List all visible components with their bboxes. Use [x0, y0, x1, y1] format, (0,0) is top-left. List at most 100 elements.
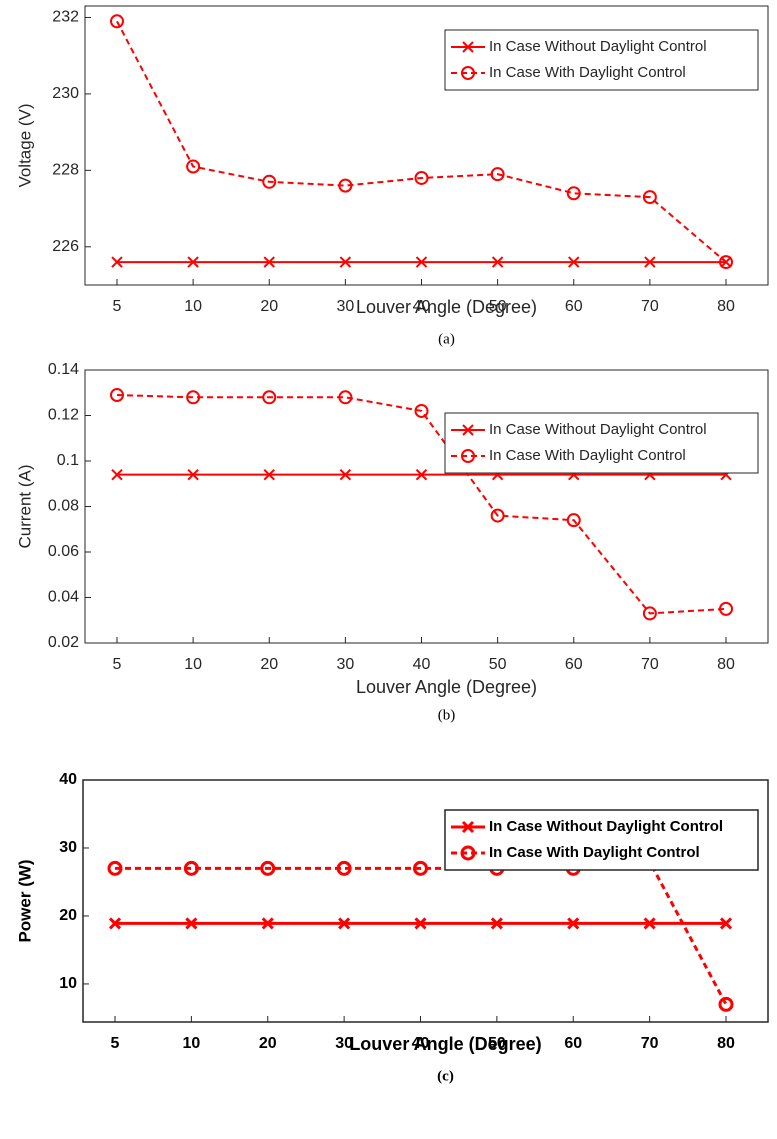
- plot-area: [84, 5, 769, 286]
- x-tick-label: 5: [113, 298, 122, 315]
- y-axis-label: Voltage (V): [15, 103, 34, 187]
- x-tick-label: 5: [113, 656, 122, 673]
- marker: [490, 917, 503, 930]
- legend-marker: [462, 424, 474, 436]
- y-tick-label: 10: [59, 975, 77, 992]
- x-axis-label: Louver Angle (Degree): [349, 1034, 541, 1054]
- marker: [339, 256, 352, 268]
- marker: [719, 917, 733, 930]
- x-tick-label: 30: [336, 656, 354, 673]
- y-tick-label: 0.06: [48, 543, 79, 560]
- marker: [718, 996, 734, 1012]
- y-tick-label: 30: [59, 839, 77, 856]
- chart: 10 20 30 40 5 10 20 30 40 50 60 70 80 Louver Angle (D…: [15, 771, 769, 1084]
- marker: [336, 860, 352, 876]
- marker: [263, 256, 275, 268]
- legend-label: In Case Without Daylight Control: [489, 818, 723, 835]
- marker: [642, 606, 657, 621]
- y-tick-label: 0.04: [48, 589, 79, 606]
- x-tick-label: 5: [111, 1035, 120, 1052]
- marker: [107, 860, 123, 876]
- marker: [566, 186, 581, 201]
- x-tick-label: 50: [489, 656, 507, 673]
- legend: In Case Without Daylight Control In Case …: [444, 809, 759, 871]
- marker: [185, 917, 198, 930]
- marker: [568, 256, 580, 268]
- y-tick-label: 0.12: [48, 407, 79, 424]
- x-tick-label: 50: [488, 1035, 506, 1052]
- y-tick-label: 226: [52, 238, 79, 255]
- y-tick-label: 20: [59, 907, 77, 924]
- series-line: [115, 859, 728, 1006]
- marker: [262, 390, 277, 405]
- marker: [567, 917, 580, 930]
- marker: [187, 468, 199, 481]
- x-tick-label: 80: [717, 298, 735, 315]
- x-tick-label: 60: [565, 656, 583, 673]
- x-tick-label: 40: [412, 1035, 430, 1052]
- caption: (a): [438, 331, 455, 347]
- y-tick-label: 230: [52, 85, 79, 102]
- marker: [339, 468, 352, 481]
- marker: [108, 917, 122, 930]
- marker: [110, 14, 124, 29]
- marker: [414, 917, 427, 930]
- marker: [186, 390, 201, 405]
- legend-box: [444, 412, 759, 474]
- marker: [414, 170, 429, 185]
- x-tick-label: 40: [413, 656, 431, 673]
- x-tick-label: 60: [565, 298, 583, 315]
- marker: [413, 860, 428, 876]
- x-tick-label: 80: [717, 656, 735, 673]
- legend-label: In Case Without Daylight Control: [489, 421, 707, 438]
- x-tick-label: 20: [260, 656, 278, 673]
- legend-marker: [461, 820, 475, 834]
- x-tick-label: 10: [184, 656, 202, 673]
- x-tick-label: 70: [641, 1035, 659, 1052]
- marker: [566, 513, 581, 528]
- legend-box: [444, 29, 759, 91]
- x-axis-label: Louver Angle (Degree): [356, 677, 537, 697]
- marker: [338, 917, 351, 930]
- series-line: [116, 394, 727, 615]
- y-axis-label: Power (W): [15, 859, 34, 942]
- y-tick-label: 0.1: [57, 452, 79, 469]
- y-tick-label: 0.02: [48, 634, 79, 651]
- y-tick-label: 228: [52, 162, 79, 179]
- legend-label: In Case With Daylight Control: [489, 447, 686, 464]
- series-line: [116, 20, 727, 263]
- marker: [719, 255, 733, 270]
- caption: (b): [438, 707, 456, 723]
- marker: [262, 174, 277, 189]
- marker: [338, 390, 353, 405]
- y-tick-label: 0.08: [48, 498, 79, 515]
- x-tick-label: 60: [564, 1035, 582, 1052]
- marker: [644, 256, 656, 268]
- x-tick-label: 30: [335, 1035, 353, 1052]
- x-axis-label: Louver Angle (Degree): [356, 297, 537, 317]
- x-tick-label: 70: [641, 656, 659, 673]
- legend-marker: [461, 449, 475, 463]
- legend-box: [444, 809, 759, 871]
- x-tick-label: 30: [336, 298, 354, 315]
- legend-label: In Case With Daylight Control: [489, 64, 686, 81]
- marker: [642, 190, 657, 205]
- marker: [183, 860, 199, 876]
- y-tick-label: 40: [59, 771, 77, 788]
- marker: [263, 468, 275, 481]
- marker: [490, 508, 505, 523]
- legend-marker: [461, 66, 475, 80]
- marker: [110, 388, 124, 403]
- marker: [260, 860, 276, 876]
- x-tick-label: 50: [489, 298, 507, 315]
- plot-area: [82, 779, 769, 1023]
- marker: [490, 167, 505, 182]
- marker: [338, 178, 353, 193]
- caption: (c): [437, 1068, 454, 1084]
- chart: 226 228 230 232 5 10 20 30 40 50 60 70 80 Louver Angl…: [15, 5, 769, 347]
- x-tick-label: 40: [413, 298, 431, 315]
- chart: 0.02 0.04 0.06 0.08 0.1 0.12 0.14 5 10 20 30 40 50 60…: [15, 361, 769, 723]
- legend: In Case Without Daylight Control In Case …: [444, 29, 759, 91]
- legend: In Case Without Daylight Control In Case …: [444, 412, 759, 474]
